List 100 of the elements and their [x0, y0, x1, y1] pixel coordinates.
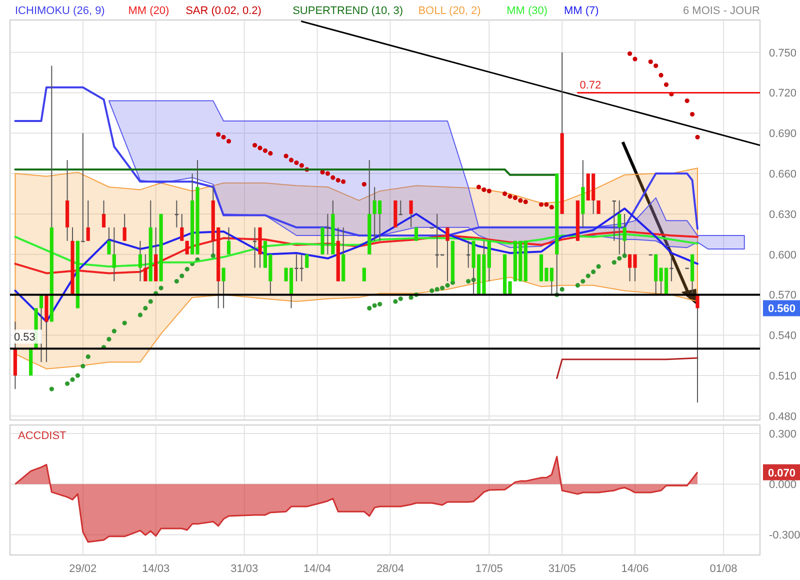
candlestick [362, 267, 366, 282]
point [216, 132, 221, 137]
x-tick-label: 14/06 [621, 563, 649, 575]
candlestick [112, 226, 116, 282]
annotation: 0.72 [580, 80, 602, 92]
y-tick-label: 0.510 [769, 370, 797, 383]
point [398, 296, 403, 302]
y-tick-label: 0.630 [769, 208, 797, 221]
point [512, 195, 518, 200]
text: MM (30) [506, 5, 548, 17]
candlestick [102, 200, 106, 228]
text: 0.070 [768, 467, 796, 480]
text: ICHIMOKU (26, 9) [15, 5, 105, 17]
x-tick-label: 28/04 [376, 563, 404, 575]
point [367, 306, 372, 311]
point [148, 299, 153, 304]
point [612, 260, 616, 265]
point [64, 381, 70, 386]
point [299, 163, 304, 168]
candlestick [670, 254, 674, 282]
point [325, 171, 330, 176]
line-series [14, 208, 698, 323]
point [466, 278, 471, 284]
point [560, 287, 564, 292]
candlestick [185, 240, 189, 255]
y-tick-label: -0.300 [769, 530, 800, 542]
y-tick-label: 0.600 [769, 249, 797, 262]
y-tick-label: 0.300 [769, 428, 797, 440]
candlestick [596, 200, 600, 214]
legend-label: BOLL (20, 2) [418, 5, 481, 17]
x-tick-label: 14/03 [142, 563, 170, 575]
point [158, 286, 164, 290]
point [586, 274, 590, 278]
point [518, 198, 523, 203]
point [336, 178, 340, 183]
point [684, 98, 690, 104]
point [284, 154, 288, 158]
x-tick-label: 17/05 [475, 563, 503, 575]
point [434, 287, 440, 292]
x-tick-label: 29/02 [69, 563, 97, 575]
point [226, 138, 232, 144]
candlestick [86, 200, 90, 242]
text: ACCDIST [18, 430, 67, 442]
y-tick-label: 0.660 [769, 168, 797, 181]
point [408, 295, 414, 300]
point [70, 377, 75, 382]
chart-subtitle: 6 MOIS - JOUR [682, 5, 760, 17]
candlestick [446, 226, 450, 282]
point [122, 320, 127, 326]
point [180, 274, 184, 278]
point [664, 82, 669, 87]
point [575, 283, 580, 288]
point [440, 286, 445, 290]
point [288, 158, 294, 162]
y-tick-label: 0.750 [769, 47, 797, 60]
point [294, 160, 299, 166]
point [617, 256, 622, 261]
point [252, 142, 258, 148]
point [393, 299, 398, 304]
point [549, 204, 554, 210]
point [258, 146, 262, 150]
candlestick [138, 240, 142, 282]
candlestick [180, 213, 184, 242]
point [648, 59, 653, 64]
point [210, 253, 216, 258]
y-tick-label: 0.690 [769, 128, 797, 140]
point [632, 56, 638, 62]
point [372, 303, 377, 308]
point [445, 283, 450, 288]
point [591, 270, 596, 274]
point [138, 312, 143, 318]
y-tick-label: 0.570 [769, 290, 797, 302]
x-tick-label: 01/08 [710, 563, 738, 575]
y-tick-label: 0.720 [769, 88, 797, 100]
point [49, 386, 54, 392]
point [268, 151, 273, 156]
point [80, 364, 86, 368]
point [482, 187, 486, 192]
point [627, 51, 632, 56]
point [221, 134, 226, 140]
point [486, 188, 492, 194]
point [86, 354, 90, 359]
point [476, 184, 482, 190]
text: SAR (0.02, 0.2) [186, 5, 262, 17]
candlestick [122, 213, 126, 242]
point [75, 373, 80, 378]
point [174, 278, 179, 284]
point [143, 306, 148, 311]
point [377, 302, 382, 306]
candlestick [144, 254, 148, 282]
point [695, 134, 700, 140]
candlestick [409, 200, 413, 228]
candlestick [305, 254, 309, 268]
y-tick-label: 0.000 [769, 479, 797, 492]
point [523, 200, 528, 204]
x-tick-label: 31/05 [548, 563, 576, 575]
point [544, 202, 549, 207]
point [330, 175, 336, 180]
x-tick-label: 14/04 [304, 563, 332, 575]
point [112, 328, 116, 334]
